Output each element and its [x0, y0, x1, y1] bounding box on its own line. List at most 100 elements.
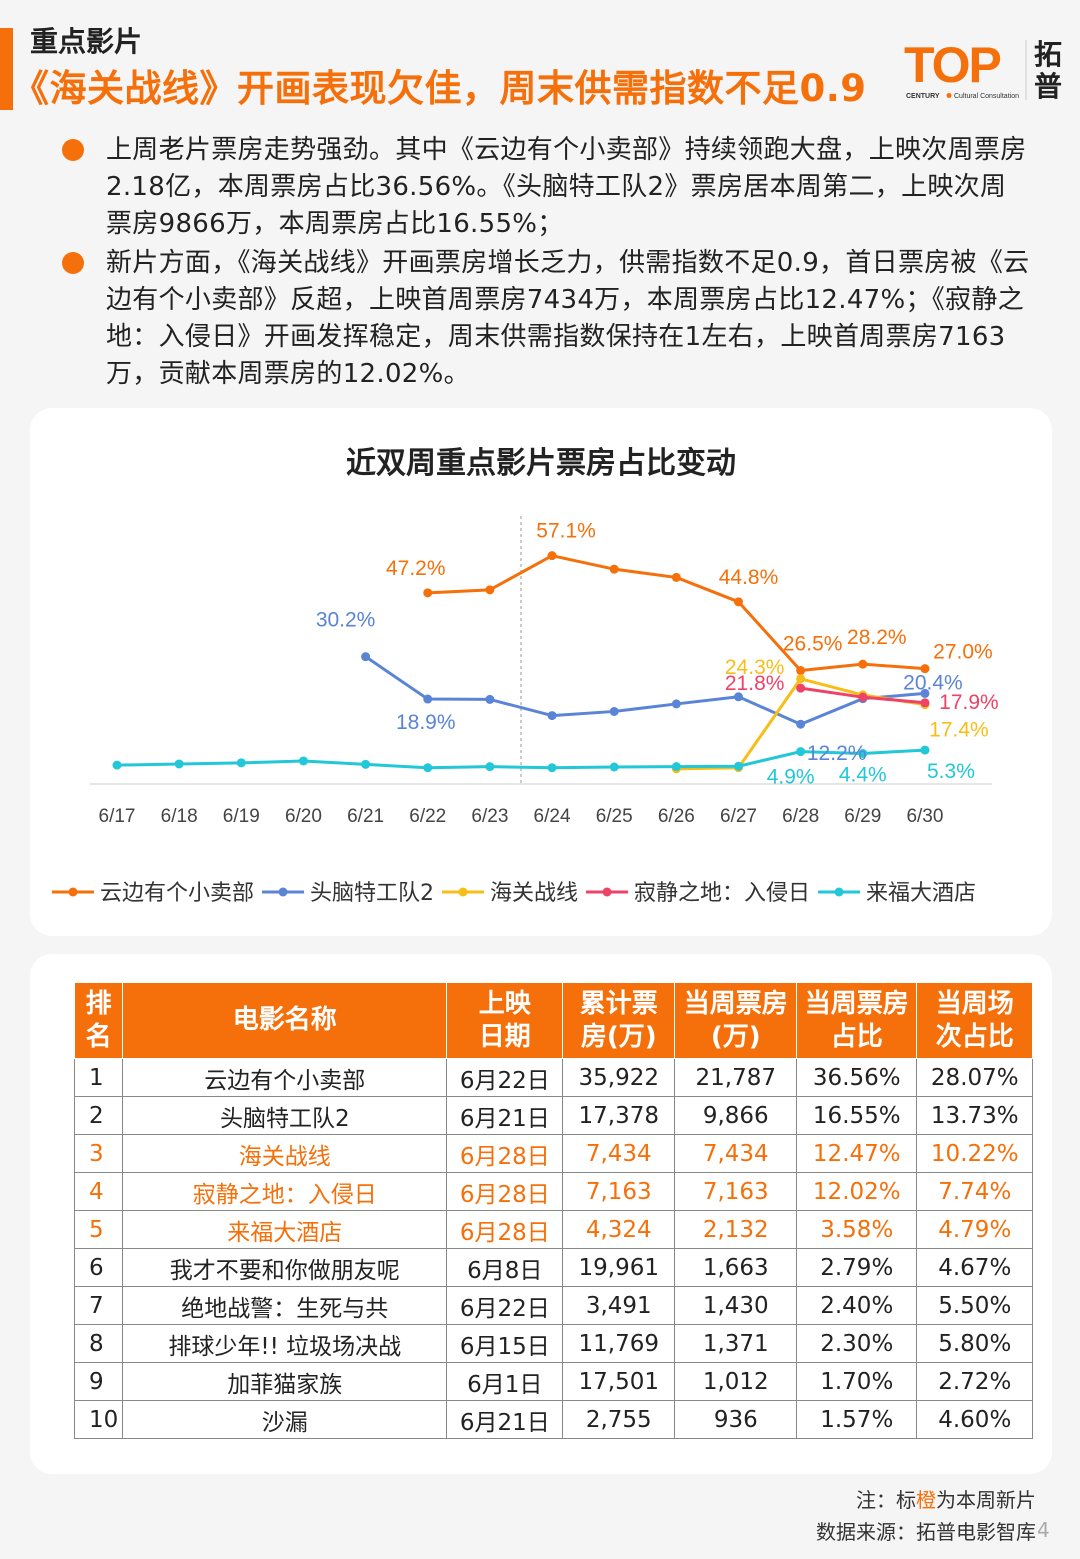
- table-cell: 6月22日: [446, 1286, 564, 1325]
- table-cell: 3.58%: [796, 1210, 918, 1249]
- legend-label: 头脑特工队2: [310, 881, 434, 906]
- table-cell: 2,755: [562, 1400, 676, 1439]
- table-cell: 12.47%: [796, 1134, 918, 1173]
- table-cell: 6月28日: [446, 1210, 564, 1249]
- table-row: 7 绝地战警：生死与共 6月22日 3,491 1,430 2.40% 5.50%: [73, 1286, 1034, 1325]
- header-line: 占比: [830, 1021, 883, 1052]
- table-cell: 11,769: [562, 1324, 676, 1363]
- series-line: [427, 554, 926, 673]
- table-row: 5 来福大酒店 6月28日 4,324 2,132 3.58% 4.79%: [73, 1210, 1034, 1249]
- data-label: 26.5%: [783, 633, 843, 656]
- data-point: [609, 564, 619, 574]
- table-cell: 6月28日: [446, 1172, 564, 1211]
- table-cell: 我才不要和你做朋友呢: [122, 1248, 448, 1287]
- table-cell: 5: [73, 1210, 124, 1249]
- legend-swatch-dot: [278, 887, 288, 897]
- table-header-cell: 电影名称: [122, 982, 448, 1059]
- table-cell: 沙漏: [122, 1400, 448, 1439]
- table-cell: 8: [73, 1324, 124, 1363]
- x-tick-label: 6/18: [161, 806, 198, 827]
- x-tick-label: 6/17: [99, 806, 136, 827]
- table-cell: 7,163: [562, 1172, 676, 1211]
- data-point: [920, 745, 930, 755]
- logo-sub: CENTURY: [906, 93, 940, 100]
- chart-title: 近双周重点影片票房占比变动: [346, 446, 736, 481]
- header-line: 当周票房: [804, 988, 909, 1019]
- header-line: 累计票: [579, 988, 658, 1019]
- table-header-cell: 排名: [73, 982, 124, 1059]
- data-label: 28.2%: [847, 626, 907, 649]
- legend-swatch-dot: [602, 887, 612, 897]
- data-point: [796, 674, 806, 684]
- data-point: [734, 597, 743, 607]
- data-point: [485, 694, 495, 704]
- table-row: 4 寂静之地：入侵日 6月28日 7,163 7,163 12.02% 7.74%: [73, 1172, 1034, 1211]
- data-point: [361, 759, 371, 769]
- data-point: [485, 762, 495, 772]
- data-point: [671, 572, 681, 582]
- table-cell: 6月21日: [446, 1096, 564, 1135]
- header-line: (万): [710, 1021, 761, 1052]
- x-tick-label: 6/23: [471, 806, 508, 827]
- data-label: 17.4%: [929, 719, 989, 742]
- table-cell: 绝地战警：生死与共: [122, 1286, 448, 1325]
- table-cell: 2.30%: [796, 1324, 918, 1363]
- table-cell: 6: [73, 1248, 124, 1287]
- table-cell: 5.50%: [916, 1286, 1034, 1325]
- table-cell: 1,430: [674, 1286, 798, 1325]
- table-cell: 1: [73, 1058, 124, 1097]
- table-cell: 16.55%: [796, 1096, 918, 1135]
- box-office-table: 排名电影名称 上映 日期 累计票 房(万) 当周票房 (万) 当周票房 占比 当周场 次占比 1 云边…: [73, 982, 1034, 1439]
- section-title: 重点影片: [30, 25, 143, 58]
- table-cell: 4: [73, 1172, 124, 1211]
- table-cell: 排球少年!! 垃圾场决战: [122, 1324, 448, 1363]
- table-header-row: 排名电影名称 上映 日期 累计票 房(万) 当周票房 (万) 当周票房 占比 当周场 次占比: [73, 982, 1034, 1059]
- data-point: [236, 758, 246, 768]
- x-tick-label: 6/26: [658, 806, 695, 827]
- table-cell: 5.80%: [916, 1324, 1034, 1363]
- data-point: [920, 664, 930, 674]
- x-tick-label: 6/30: [906, 806, 943, 827]
- table-row: 1 云边有个小卖部 6月22日 35,922 21,787 36.56% 28.07%: [73, 1058, 1034, 1097]
- table-cell: 1,012: [674, 1362, 798, 1401]
- logo-cn-1: 拓: [1034, 38, 1062, 71]
- data-label: 20.4%: [903, 671, 963, 694]
- series-line: [116, 748, 926, 770]
- data-point: [796, 747, 806, 757]
- table-row: 2 头脑特工队2 6月21日 17,378 9,866 16.55% 13.73%: [73, 1096, 1034, 1135]
- table-cell: 9: [73, 1362, 124, 1401]
- data-point: [547, 551, 557, 561]
- table-cell: 3: [73, 1134, 124, 1173]
- table-cell: 4.60%: [916, 1400, 1034, 1439]
- header-line: 上映: [478, 988, 531, 1019]
- data-point: [547, 763, 557, 773]
- table-cell: 4.67%: [916, 1248, 1034, 1287]
- table-cell: 4.79%: [916, 1210, 1034, 1249]
- data-point: [671, 699, 681, 709]
- table-cell: 1,371: [674, 1324, 798, 1363]
- table-cell: 6月15日: [446, 1324, 564, 1363]
- table-cell: 云边有个小卖部: [122, 1058, 448, 1097]
- data-point: [734, 761, 743, 771]
- table-cell: 9,866: [674, 1096, 798, 1135]
- table-cell: 7,434: [562, 1134, 676, 1173]
- bullet-item: 新片方面，《海关战线》开画票房增长乏力，供需指数不足0.9，首日票房被《云边有个…: [62, 245, 1032, 393]
- table-cell: 2.72%: [916, 1362, 1034, 1401]
- data-point: [485, 585, 495, 595]
- table-body: 1 云边有个小卖部 6月22日 35,922 21,787 36.56% 28.07% 2 头脑…: [73, 1058, 1034, 1439]
- data-point: [858, 748, 868, 758]
- data-label: 44.8%: [719, 566, 779, 589]
- table-row: 10 沙漏 6月21日 2,755 936 1.57% 4.60%: [73, 1400, 1034, 1439]
- bullet-dot-icon: [62, 252, 84, 274]
- table-cell: 2,132: [674, 1210, 798, 1249]
- header-line: 名: [85, 1021, 112, 1052]
- table-card: 排名电影名称 上映 日期 累计票 房(万) 当周票房 (万) 当周票房 占比 当周场 次占比 1 云边…: [30, 954, 1052, 1474]
- data-label: 21.8%: [725, 672, 785, 695]
- table-header-cell: 当周票房 占比: [796, 982, 918, 1059]
- header-line: 房(万): [580, 1021, 657, 1052]
- bullet-item: 上周老片票房走势强劲。其中《云边有个小卖部》持续领跑大盘，上映次周票房2.18亿…: [62, 132, 1032, 243]
- header-line: 排: [85, 988, 112, 1019]
- data-point: [609, 762, 619, 772]
- data-label: 12.2%: [807, 742, 867, 765]
- data-label: 57.1%: [536, 520, 596, 543]
